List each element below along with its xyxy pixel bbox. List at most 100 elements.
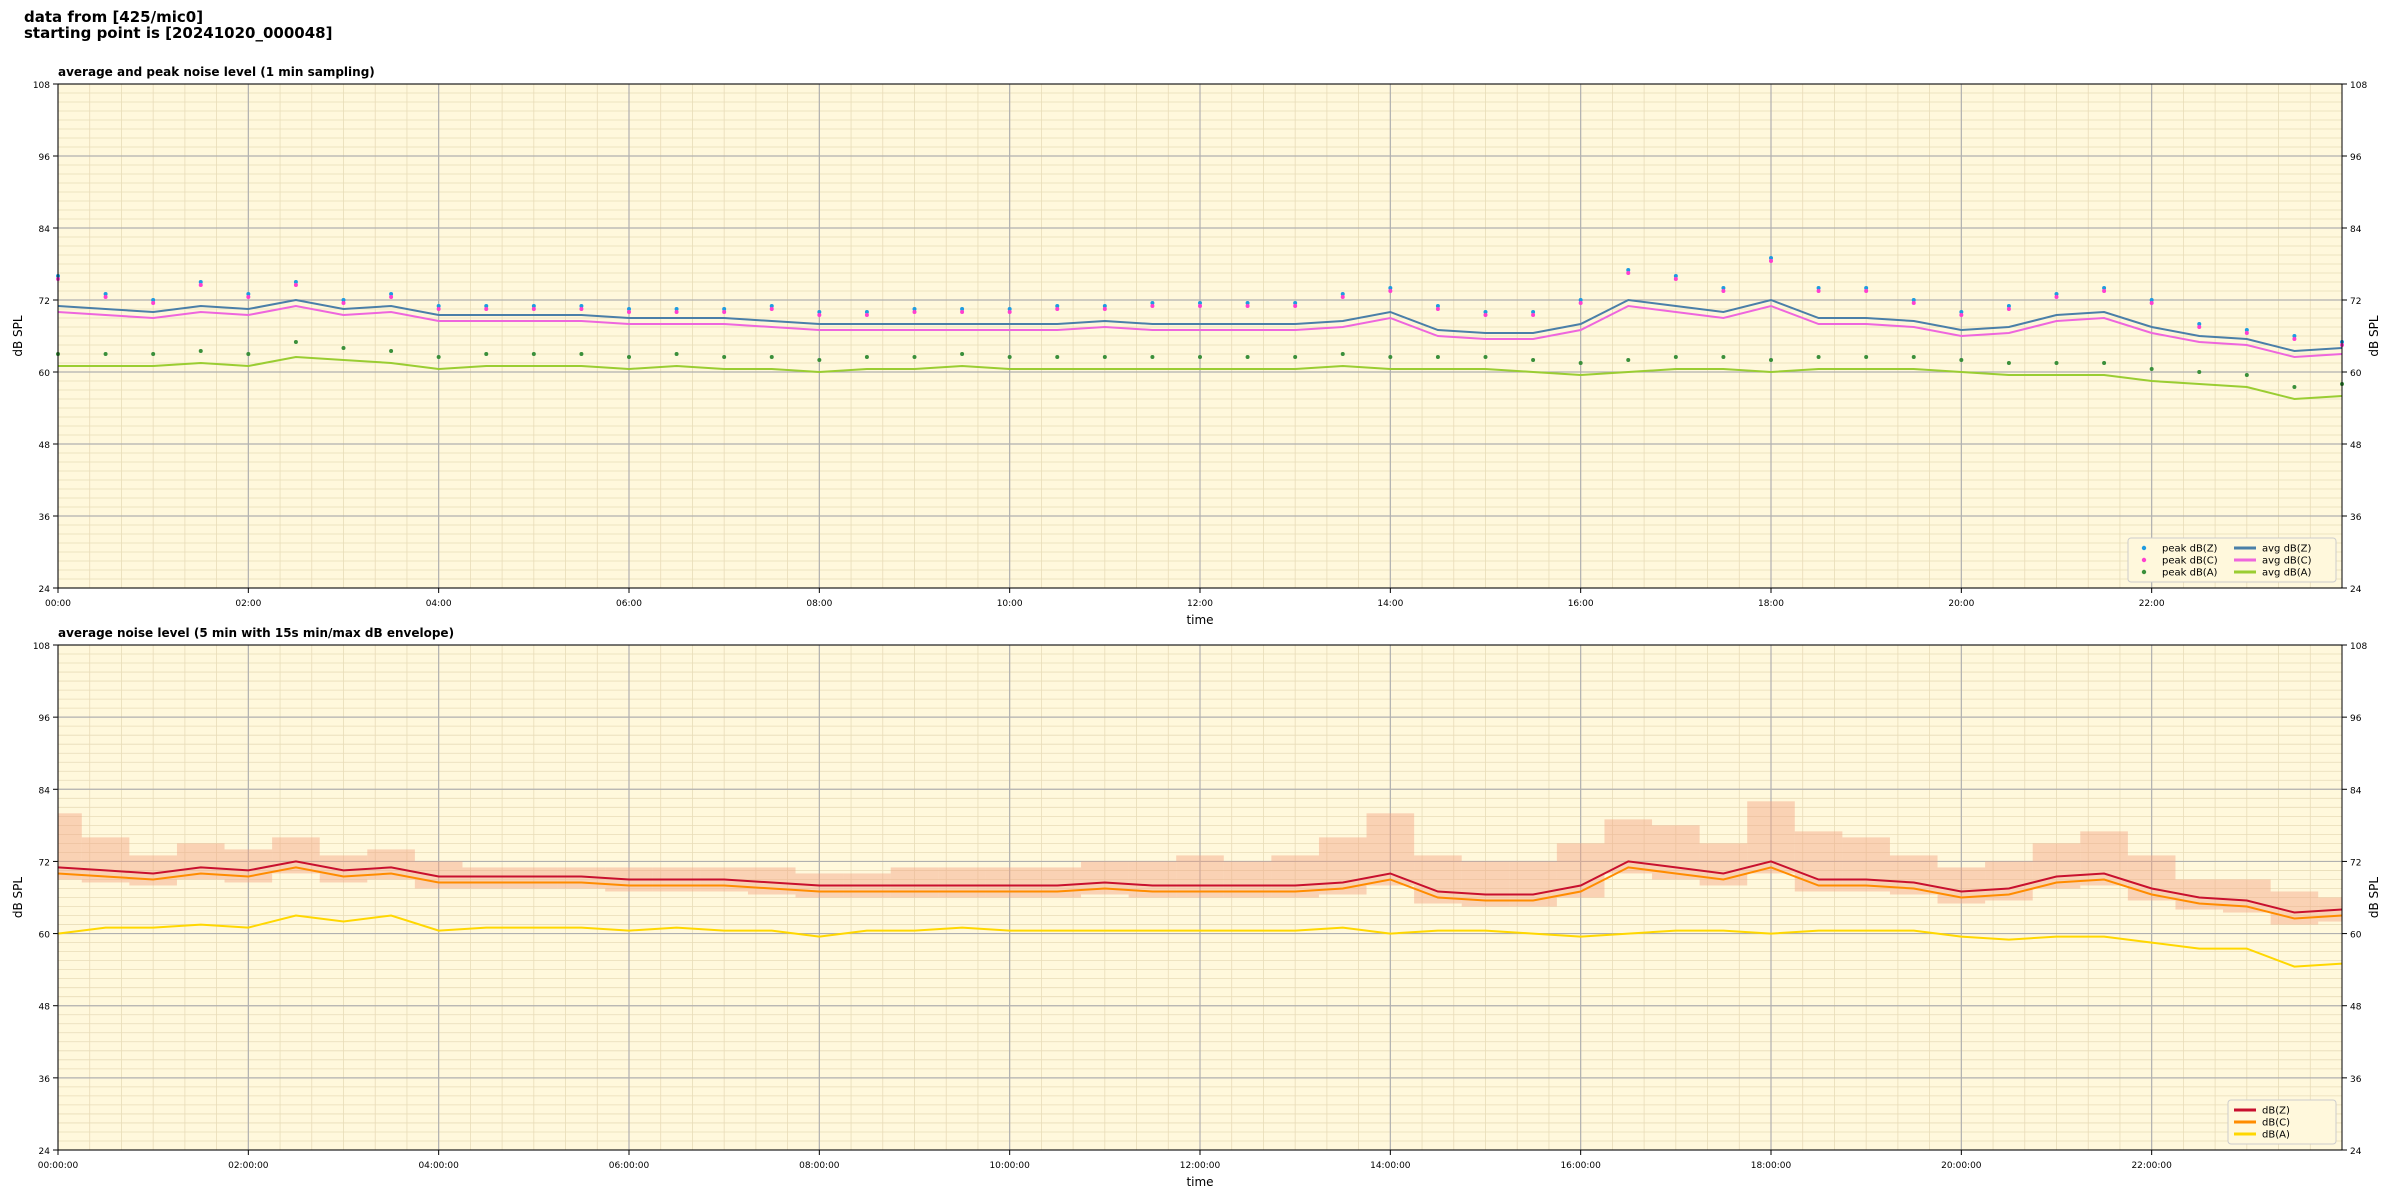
envelope [890,867,939,898]
peak-point [627,310,631,314]
peak-point [341,298,346,302]
peak-point [484,304,489,308]
peak-point [864,355,869,359]
peak-point [484,352,489,356]
envelope [1604,819,1653,874]
peak-point [960,310,965,314]
x-tick-label: 12:00:00 [1180,1161,1221,1171]
y-tick-label: 72 [39,297,50,307]
peak-point [1911,298,1916,302]
y-tick-label: 24 [39,585,51,595]
peak-point [103,292,108,296]
x-tick-label: 02:00 [235,599,261,609]
series-line [57,298,2343,353]
peak-point [2292,385,2297,389]
peak-point [2054,295,2059,299]
envelope [1842,837,1890,892]
peak-point [1340,295,1345,299]
peak-point [817,313,822,317]
header-line: data from [425/mic0] [24,8,203,26]
legend-label: avg dB(C) [2262,556,2312,567]
peak-point [2102,361,2107,365]
x-tick-label: 16:00 [1568,599,1594,609]
legend-marker [2141,569,2147,575]
legend-label: dB(C) [2262,1118,2290,1129]
peak-point [389,292,394,296]
y-tick-label: 60 [39,369,51,379]
x-tick-label: 18:00 [1758,599,1784,609]
peak-point [341,346,346,350]
peak-point [1721,355,1726,359]
peak-point [1531,313,1536,317]
peak-point [674,307,679,311]
peak-point [1388,286,1393,290]
peak-point [1864,286,1869,290]
x-tick-label: 22:00 [2139,599,2165,609]
peak-point [2006,307,2011,311]
envelope [1747,801,1795,874]
peak-point [151,301,156,305]
x-tick-label: 04:00 [426,599,452,609]
peak-point [1483,355,1488,359]
peak-point [246,295,251,299]
y-tick-label: 96 [2350,153,2362,163]
peak-point [198,280,203,284]
peak-point [1007,307,1012,311]
peak-point [864,310,869,314]
peak-point [864,313,869,317]
peak-point [1626,358,1631,362]
peak-point [2197,325,2202,329]
y-tick-label: 48 [2350,441,2362,451]
peak-point [1816,355,1821,359]
peak-point [1769,358,1773,362]
x-tick-label: 14:00 [1377,599,1403,609]
legend-label: peak dB(A) [2162,568,2218,579]
envelope [224,849,273,883]
peak-point [103,295,108,299]
legend-label: avg dB(A) [2262,568,2312,579]
peak-point [1483,313,1488,317]
peak-point [1435,304,1440,308]
y-axis-label: dB SPL [11,877,25,919]
peak-point [912,355,917,359]
envelope [1414,855,1462,904]
peak-point [817,310,822,314]
x-tick-label: 10:00:00 [989,1161,1030,1171]
peak-point [1911,355,1916,359]
series-line [58,355,2343,401]
envelope [985,867,1034,898]
peak-point [769,355,774,359]
series-line [57,866,2343,920]
peak-point [1007,310,1012,314]
peak-point [531,352,536,356]
peak-point [2197,370,2202,374]
envelope [2080,831,2128,886]
peak-point [151,352,156,356]
peak-point [2006,304,2011,308]
y-axis-label: dB SPL [2367,877,2381,919]
peak-point [1959,313,1964,317]
peak-point [2054,361,2059,365]
y-tick-label: 84 [39,225,51,235]
legend-label: peak dB(C) [2162,556,2218,567]
envelope [938,867,986,898]
peak-point [627,355,631,359]
peak-point [246,352,251,356]
peak-point [1673,355,1678,359]
peak-point [436,307,441,311]
peak-point [674,310,679,314]
y-tick-label: 48 [39,441,51,451]
peak-point [1293,301,1298,305]
peak-point [1816,286,1821,290]
peak-point [2102,289,2107,293]
x-tick-label: 06:00 [616,599,642,609]
peak-point [1055,355,1060,359]
envelope [1033,867,1082,898]
x-tick-label: 18:00:00 [1751,1161,1792,1171]
peak-point [436,355,441,359]
peak-point [293,280,298,284]
x-tick-label: 10:00 [997,599,1023,609]
envelope [1652,825,1700,880]
x-tick-label: 20:00 [1948,599,1974,609]
